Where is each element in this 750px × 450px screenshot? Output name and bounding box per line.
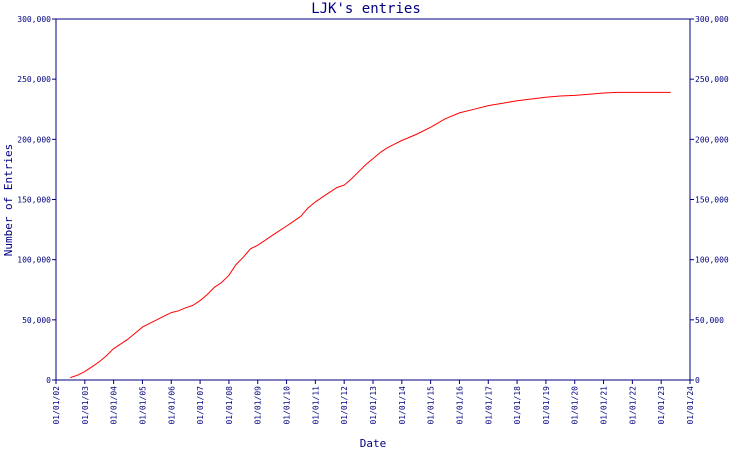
x-tick-label: 01/01/07 — [196, 386, 205, 425]
y-axis-label: Number of Entries — [2, 144, 15, 257]
y-tick-label-right: 250,000 — [695, 75, 729, 84]
x-tick-label: 01/01/06 — [167, 386, 176, 425]
x-tick-label: 01/01/21 — [600, 386, 609, 425]
x-tick-label: 01/01/04 — [110, 386, 119, 425]
x-tick-label: 01/01/05 — [138, 386, 147, 425]
x-tick-label: 01/01/08 — [225, 386, 234, 425]
y-tick-label-right: 0 — [695, 376, 700, 385]
x-tick-label: 01/01/23 — [657, 386, 666, 425]
x-tick-label: 01/01/24 — [686, 386, 695, 425]
x-axis-ticks: 01/01/02 01/01/03 01/01/04 01/01/05 01/01/06… — [52, 380, 695, 425]
series-line-entries — [70, 91, 671, 379]
x-tick-label: 01/01/16 — [455, 386, 464, 425]
x-tick-label: 01/01/10 — [283, 386, 292, 425]
y-tick-label-right: 50,000 — [695, 316, 724, 325]
y-tick-label-left: 50,000 — [22, 316, 51, 325]
x-tick-label: 01/01/17 — [484, 386, 493, 425]
x-axis-label: Date — [360, 437, 387, 450]
x-tick-label: 01/01/09 — [254, 386, 263, 425]
y-tick-label-right: 300,000 — [695, 15, 729, 24]
y-tick-label-left: 100,000 — [17, 256, 51, 265]
x-tick-label: 01/01/11 — [311, 386, 320, 425]
y-tick-label-right: 150,000 — [695, 196, 729, 205]
x-tick-label: 01/01/02 — [52, 386, 61, 425]
x-tick-label: 01/01/19 — [542, 386, 551, 425]
x-tick-label: 01/01/15 — [427, 386, 436, 425]
x-tick-label: 01/01/03 — [81, 386, 90, 425]
x-tick-label: 01/01/12 — [340, 386, 349, 425]
chart-title: LJK's entries — [311, 1, 421, 17]
x-tick-label: 01/01/22 — [628, 386, 637, 425]
x-tick-label: 01/01/20 — [571, 386, 580, 425]
y-tick-label-left: 200,000 — [17, 135, 51, 144]
y-tick-label-left: 150,000 — [17, 196, 51, 205]
y-tick-label-left: 300,000 — [17, 15, 51, 24]
y-tick-label-left: 250,000 — [17, 75, 51, 84]
x-tick-label: 01/01/14 — [398, 386, 407, 425]
y-tick-label-left: 0 — [46, 376, 51, 385]
x-tick-label: 01/01/13 — [369, 386, 378, 425]
y-tick-label-right: 100,000 — [695, 256, 729, 265]
x-tick-label: 01/01/18 — [513, 386, 522, 425]
plot-frame — [55, 18, 691, 381]
y-tick-label-right: 200,000 — [695, 135, 729, 144]
y-axis-ticks: 0 0 50,000 50,000 100,000 100,000 150,000 150,0… — [17, 15, 729, 385]
